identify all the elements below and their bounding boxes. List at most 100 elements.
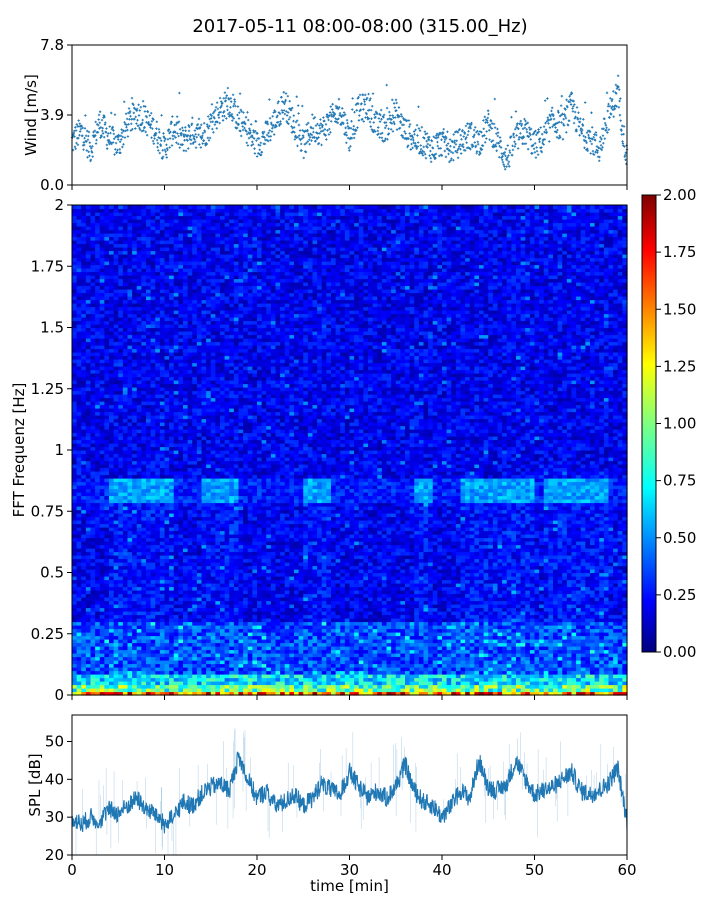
spectrogram-cell [132,611,137,615]
spectrogram-cell [72,268,77,272]
spectrogram-cell [183,482,188,486]
spectrogram-cell [137,345,142,349]
spectrogram-cell [174,436,179,440]
spectrogram-cell [123,300,128,304]
spectrogram-cell [81,440,86,444]
wind-data-point [297,104,299,106]
spectrogram-cell [137,608,142,612]
spectrogram-cell [104,443,109,447]
wind-data-point [536,150,538,152]
spectrogram-cell [123,489,128,493]
spectrogram-cell [81,205,86,209]
spectrogram-cell [95,398,100,402]
spectrogram-cell [109,237,114,241]
spectrogram-cell [151,321,156,325]
spectrogram-cell [109,527,114,531]
spectrogram-cell [123,261,128,265]
spectrogram-cell [114,646,119,650]
spectrogram-cell [178,422,183,426]
spectrogram-cell [86,464,91,468]
spectrogram-cell [178,538,183,542]
spectrogram-cell [104,265,109,269]
spectrogram-cell [123,265,128,269]
spectrogram-cell [128,583,133,587]
spectrogram-cell [132,534,137,538]
spectrogram-cell [183,422,188,426]
spectrogram-cell [109,454,114,458]
spectrogram-cell [123,307,128,311]
spectrogram-cell [155,254,160,258]
spectrogram-cell [160,496,165,500]
spectrogram-cell [123,534,128,538]
spectrogram-cell [183,548,188,552]
spectrogram-cell [132,482,137,486]
spectrogram-cell [174,499,179,503]
wind-data-point [513,136,515,138]
spectrogram-cell [77,324,82,328]
wind-data-point [233,98,235,100]
spectrogram-cell [178,216,183,220]
spectrogram-cell [174,685,179,689]
spectrogram-cell [123,513,128,517]
spectrogram-cell [118,335,123,339]
spectrogram-cell [132,261,137,265]
spectrogram-cell [174,618,179,622]
spectrogram-cell [137,205,142,209]
spectrogram-cell [114,583,119,587]
spectrogram-cell [155,688,160,692]
spectrogram-cell [86,240,91,244]
spectrogram-cell [132,317,137,321]
spectrogram-cell [146,513,151,517]
spectrogram-cell [77,349,82,353]
spectrogram-cell [91,650,96,654]
spectrogram-cell [160,566,165,570]
spectrogram-cell [118,615,123,619]
spectrogram-cell [109,681,114,685]
wind-data-point [136,119,138,121]
spectrogram-cell [160,667,165,671]
spectrogram-cell [137,538,142,542]
wind-data-point [98,114,100,116]
spectrogram-cell [72,601,77,605]
spectrogram-cell [81,419,86,423]
spectrogram-cell [160,587,165,591]
spectrogram-cell [72,625,77,629]
wind-data-point [620,119,622,121]
spectrogram-cell [141,527,146,531]
spectrogram-cell [91,324,96,328]
spectrogram-cell [109,555,114,559]
spectrogram-cell [95,646,100,650]
wind-data-point [303,157,305,159]
spectrogram-cell [72,240,77,244]
spectrogram-cell [174,412,179,416]
spectrogram-cell [183,419,188,423]
spectrogram-cell [95,548,100,552]
spectrogram-cell [118,566,123,570]
wind-data-point [173,135,175,137]
spectrogram-cell [165,384,170,388]
spectrogram-cell [141,426,146,430]
spectrogram-cell [114,303,119,307]
spectrogram-cell [72,447,77,451]
spectrogram-cell [178,594,183,598]
spectrogram-cell [178,685,183,689]
spectrogram-cell [100,464,105,468]
wind-data-point [110,112,112,114]
spectrogram-cell [86,520,91,524]
wind-data-point [489,126,491,128]
spectrogram-cell [137,632,142,636]
spectrogram-cell [123,254,128,258]
wind-data-point [544,138,546,140]
wind-data-point [224,91,226,93]
wind-axes-frame [72,45,627,185]
wind-data-point [373,113,375,115]
spectrogram-cell [95,324,100,328]
spectrogram-cell [72,212,77,216]
spectrogram-cell [151,212,156,216]
spectrogram-cell [155,261,160,265]
spectrogram-cell [137,212,142,216]
wind-data-point [348,149,350,151]
spectrogram-cell [123,594,128,598]
spectrogram-cell [91,240,96,244]
wind-data-point [525,142,527,144]
